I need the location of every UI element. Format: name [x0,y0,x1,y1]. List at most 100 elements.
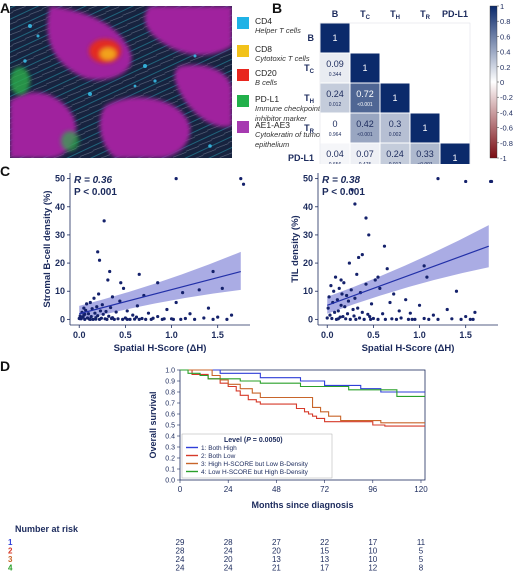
x-tick-label: 48 [272,485,281,494]
panel-label-b: B [272,0,283,16]
risk-count: 28 [176,547,185,556]
data-point [376,317,380,321]
data-point [202,316,206,320]
risk-count: 17 [368,538,377,547]
data-point [385,267,389,271]
data-point [468,317,472,321]
data-point [327,295,331,299]
heatmap-col-label: TC [360,9,371,21]
data-point [128,317,132,321]
y-tick-label: 10 [55,286,65,296]
data-point [422,264,426,268]
colorbar-tick-label: -0.2 [500,93,513,102]
data-point [174,300,178,305]
data-point [206,306,211,310]
data-point [373,278,377,282]
data-point [350,188,354,192]
data-point [390,317,394,321]
data-point [489,179,494,184]
data-point [464,314,468,319]
heatmap-cell-r: 1 [422,123,427,133]
data-point [459,317,463,321]
risk-count: 20 [224,555,233,564]
confidence-band [327,225,489,314]
data-point [96,250,100,254]
data-point [332,289,336,293]
x-tick-label: 1.5 [211,330,224,340]
y-tick-label: 40 [55,202,65,212]
data-point [352,314,356,318]
data-point [473,310,477,314]
data-point [220,286,224,291]
heatmap-cell-p: <0.001 [417,162,433,164]
legend-swatch [237,121,249,133]
data-point [427,317,431,321]
multiplex-immunofluorescence-image [10,6,232,158]
legend-swatch [237,45,249,57]
annotation-r: R = 0.36 [74,175,113,186]
data-point [425,275,429,279]
legend-label: PD-L1 [255,94,280,104]
data-point [144,317,148,321]
data-point [431,313,435,317]
data-point [171,317,175,321]
heatmap-row-label: TC [304,63,315,75]
risk-count: 10 [368,555,377,564]
risk-count: 24 [224,564,233,573]
data-point [471,317,475,321]
data-point [181,291,185,295]
data-point [382,244,387,248]
x-axis-label: Spatial H-Score (ΔH) [114,343,207,354]
heatmap-row-label: PD-L1 [288,153,314,163]
y-tick-label: 30 [55,230,65,240]
heatmap-cell-p: 0.002 [389,132,402,138]
confidence-band [79,251,241,321]
data-point [239,177,243,181]
colorbar-tick-label: -0.8 [500,139,513,148]
data-point [97,258,102,262]
x-tick-label: 0 [178,485,183,494]
data-point [109,305,113,310]
risk-count: 29 [176,538,185,547]
legend-entry: 1: Both High [201,445,237,452]
data-point [151,316,155,320]
legend-text: CD8 Cytotoxic T cells [255,44,310,64]
colorbar-tick-label: 1 [500,4,504,11]
panel-label-c: C [0,163,11,179]
legend-sublabel: Cytokeratin of tumour epithelium [255,130,327,149]
data-point [162,317,166,321]
risk-count: 5 [419,555,424,564]
data-point [146,311,151,315]
data-point [410,317,414,321]
legend-sublabel: Cytotoxic T cells [255,54,310,63]
legend-entry: 4: Low H-SCORE but High B-Density [201,469,309,476]
survival-curve [180,369,425,393]
data-point [445,307,449,312]
data-point [346,299,351,303]
x-axis-label: Months since diagnosis [251,500,353,510]
x-tick-label: 0.5 [367,330,380,340]
heatmap-col-label: TH [390,9,400,21]
legend-entry: 2: Both Low [201,453,236,460]
data-point [371,316,375,321]
heatmap-col-label: TR [420,9,431,21]
data-point [328,313,332,317]
data-point [121,317,125,321]
data-point [93,311,97,315]
data-point [333,310,337,314]
y-axis-label: Stromal B-cell density (%) [42,190,53,307]
data-point [413,317,417,321]
data-point [397,309,401,313]
data-point [383,317,387,321]
heatmap-cell-r: 0.09 [326,59,344,69]
y-tick-label: 40 [303,202,313,212]
survival-curve [180,369,425,397]
data-point [134,315,139,319]
y-tick-label: 0.2 [165,456,175,463]
data-point [98,309,103,313]
y-tick-label: 0 [308,314,313,324]
y-tick-label: 0 [60,314,65,324]
data-point [357,316,362,320]
y-tick-label: 0.7 [165,401,175,408]
data-point [450,317,454,321]
